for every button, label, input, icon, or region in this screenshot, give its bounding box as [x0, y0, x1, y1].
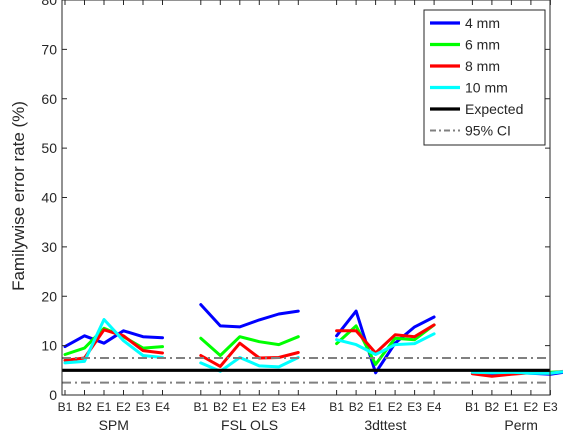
y-tick-label: 80 — [41, 0, 57, 8]
reference-layer — [62, 356, 550, 384]
legend-label: Expected — [465, 101, 523, 117]
series-line-10-mm-Perm — [470, 370, 563, 375]
x-tick-label: B2 — [213, 400, 228, 414]
x-tick-label: E3 — [136, 400, 151, 414]
x-group-label: FSL OLS — [221, 417, 278, 433]
y-tick-label: 10 — [41, 338, 57, 354]
x-tick-label: E1 — [504, 400, 519, 414]
x-group-label: 3dttest — [364, 417, 406, 433]
y-tick-label: 50 — [41, 140, 57, 156]
x-tick-label: E4 — [291, 400, 306, 414]
x-tick-label: E2 — [524, 400, 539, 414]
series-layer — [63, 303, 563, 378]
y-tick-label: 70 — [41, 41, 57, 57]
legend-label: 8 mm — [465, 58, 500, 74]
series-line-8-mm-3dttest — [335, 323, 436, 355]
series-line-6-mm-FSL-OLS — [199, 335, 300, 357]
legend-label: 95% CI — [465, 123, 511, 139]
legend-label: 4 mm — [465, 15, 500, 31]
x-tick-label: B1 — [329, 400, 344, 414]
x-axis: B1 B2 E1 E2 E3 E4 SPM B1 B2 E1 E2 E3 E4 FSL OLS B1 B2 E1… — [58, 0, 563, 433]
y-tick-label: 0 — [49, 387, 57, 403]
x-tick-label: E1 — [97, 400, 112, 414]
y-axis: 0 10 20 30 40 50 60 70 80 — [41, 0, 550, 403]
series-line-4-mm-SPM — [63, 329, 164, 349]
x-group-label: SPM — [99, 417, 129, 433]
series-line-4-mm-FSL-OLS — [199, 303, 300, 329]
y-axis-label: Familywise error rate (%) — [9, 101, 28, 291]
x-tick-label: B2 — [77, 400, 92, 414]
x-tick-label: E2 — [252, 400, 267, 414]
x-tick-label: E2 — [116, 400, 131, 414]
legend-box — [423, 9, 546, 146]
x-tick-label: E3 — [271, 400, 286, 414]
series-line-10-mm-3dttest — [335, 332, 436, 356]
x-tick-label: E2 — [388, 400, 403, 414]
x-tick-label: B1 — [193, 400, 208, 414]
y-tick-label: 60 — [41, 91, 57, 107]
x-tick-label: E4 — [155, 400, 170, 414]
series-line-10-mm-SPM — [63, 318, 164, 365]
series-line-8-mm-FSL-OLS — [199, 341, 300, 368]
series-line-6-mm-3dttest — [335, 323, 436, 366]
legend-label: 10 mm — [465, 80, 508, 96]
y-tick-label: 20 — [41, 288, 57, 304]
x-group-label: Perm — [504, 417, 537, 433]
x-tick-label: B1 — [58, 400, 73, 414]
x-tick-label: E3 — [543, 400, 558, 414]
legend-label: 6 mm — [465, 37, 500, 53]
x-tick-label: E4 — [427, 400, 442, 414]
x-tick-label: E1 — [368, 400, 383, 414]
x-tick-label: B1 — [465, 400, 480, 414]
y-tick-label: 40 — [41, 190, 57, 206]
x-tick-label: B2 — [349, 400, 364, 414]
x-tick-label: E1 — [232, 400, 247, 414]
x-tick-label: B2 — [485, 400, 500, 414]
y-tick-label: 30 — [41, 239, 57, 255]
x-tick-label: E3 — [407, 400, 422, 414]
legend: 4 mm 6 mm 8 mm 10 mm Expected 95% CI — [423, 9, 546, 146]
